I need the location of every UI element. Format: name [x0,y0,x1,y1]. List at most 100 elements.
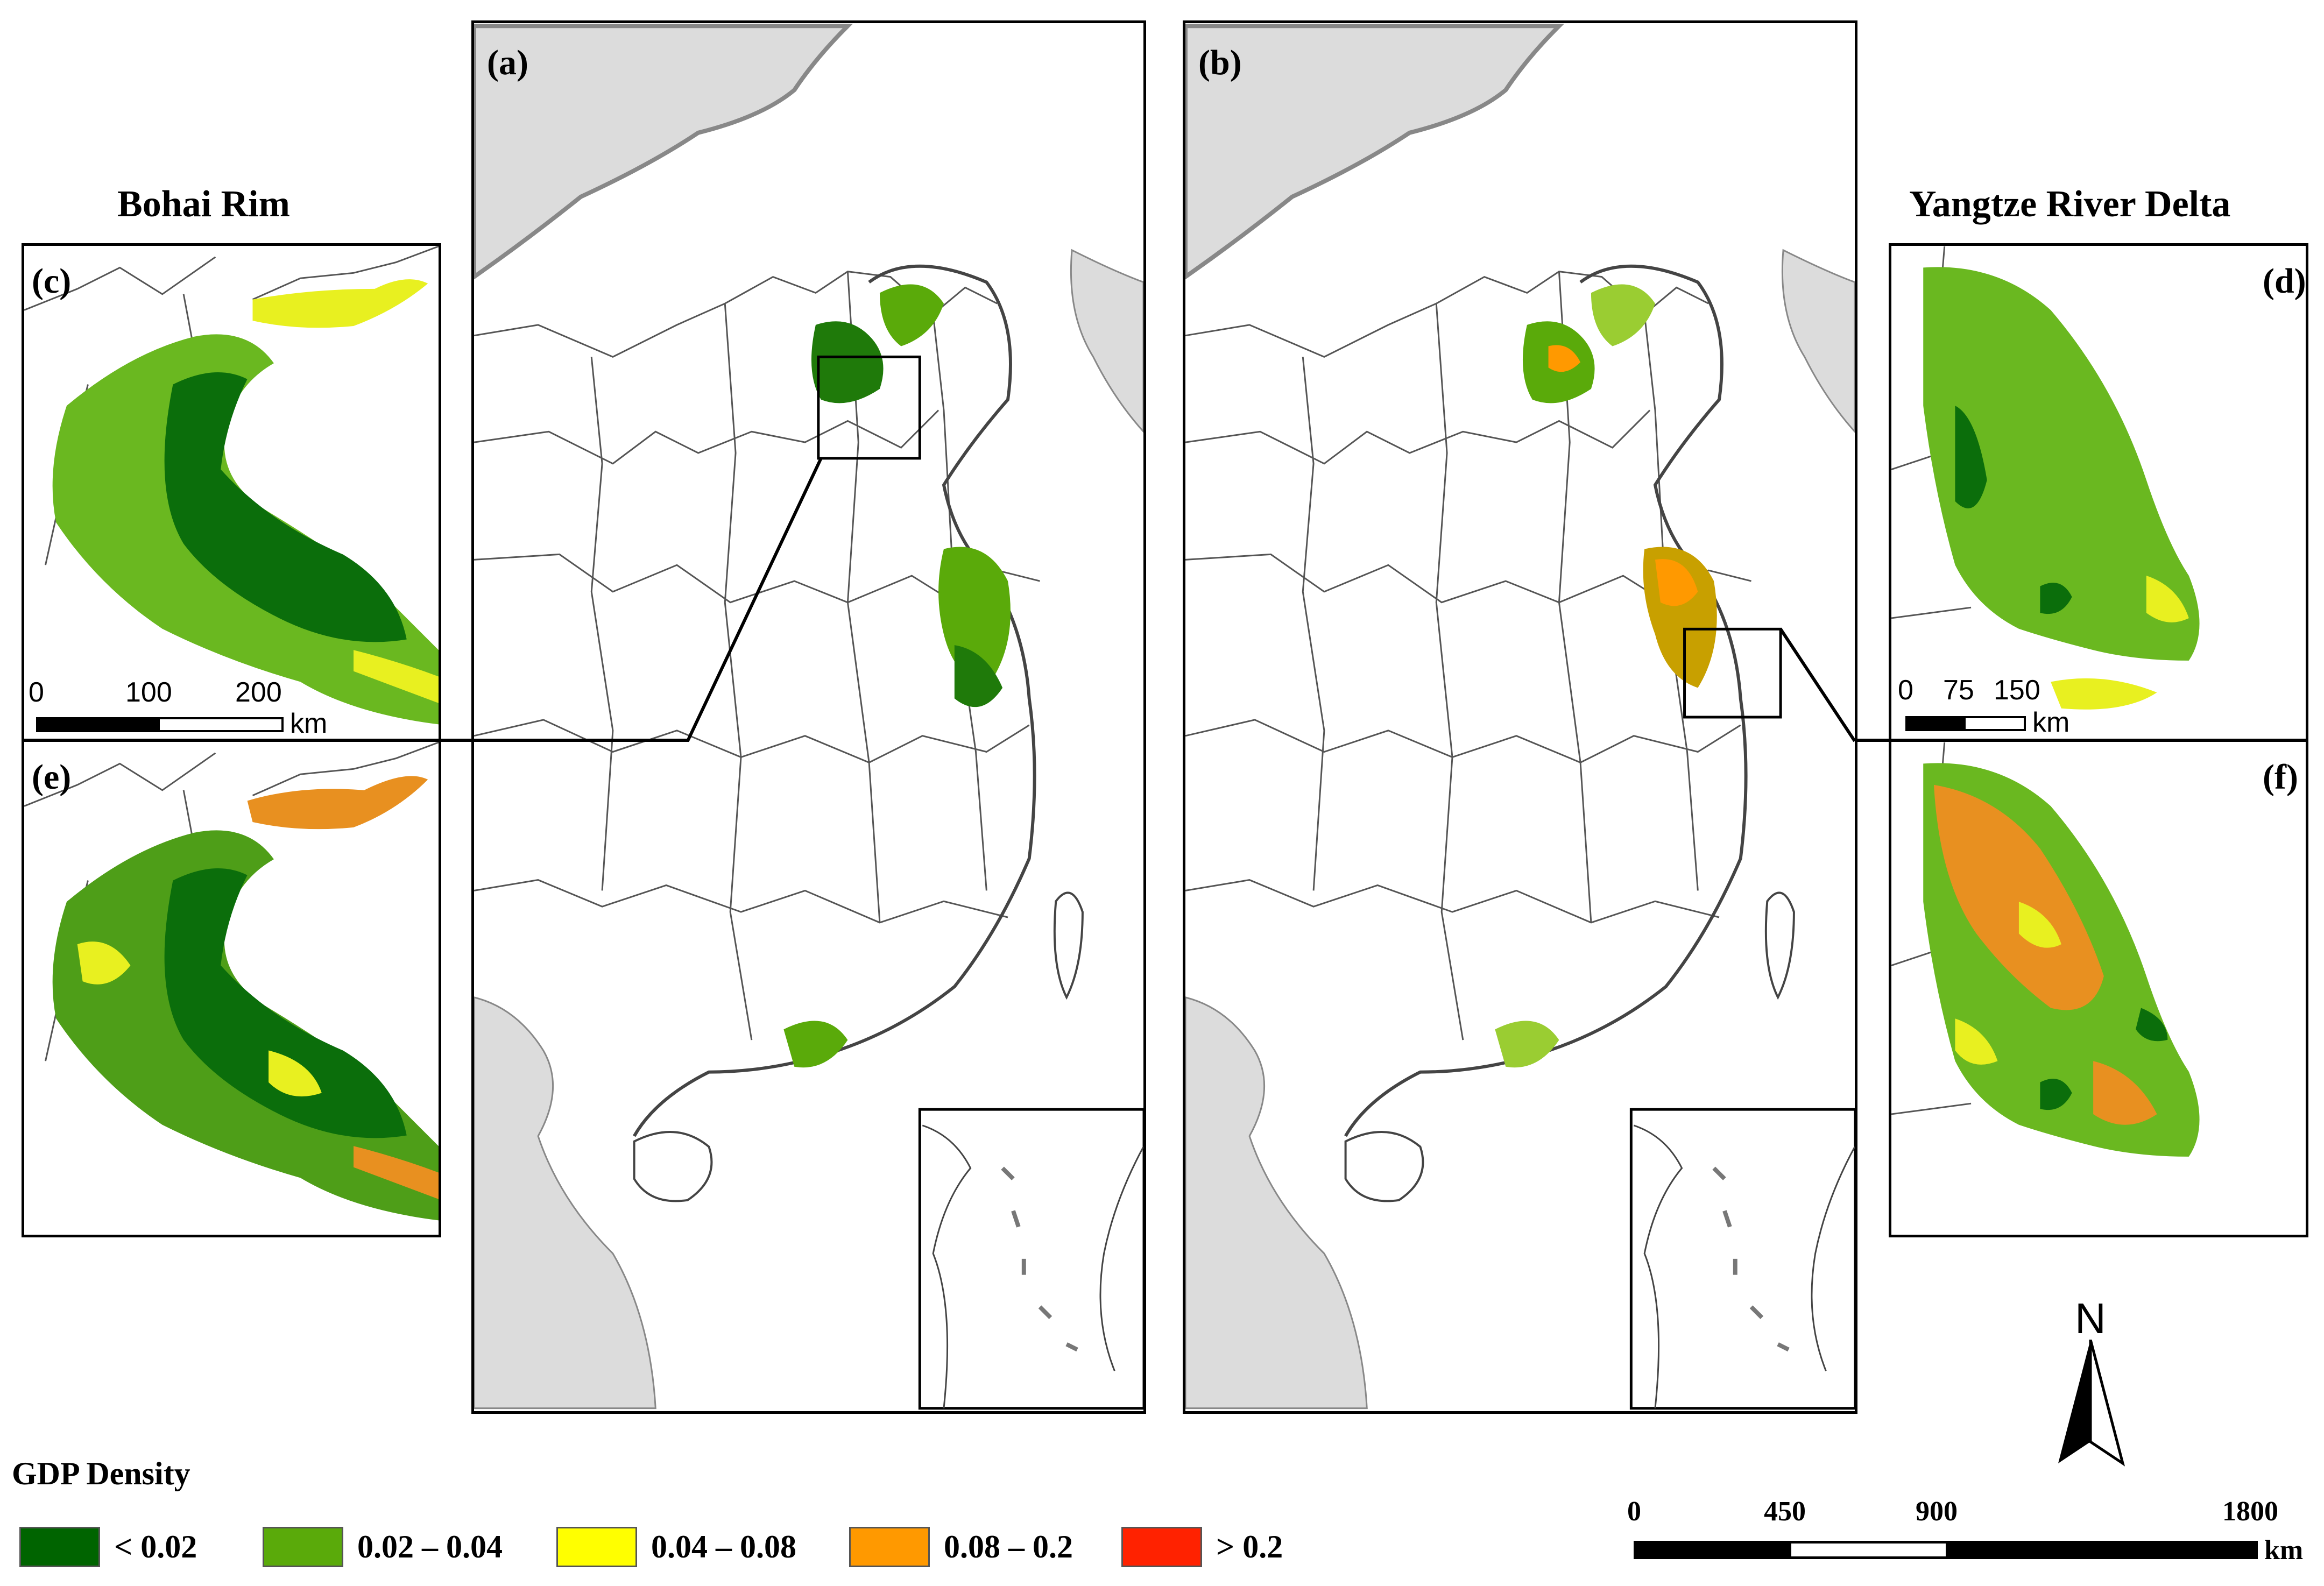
south-china-sea-inset [1629,1108,1855,1410]
gdp-green-dark [164,868,407,1138]
gdp-yellow-bottom [354,650,439,703]
main-map-b: (b) [1183,20,1857,1414]
north-arrow-icon [2058,1340,2125,1467]
gdp-bohai-a [811,321,884,403]
bohai-c-svg [24,246,439,725]
bohai-e-svg [24,742,439,1221]
main-scale-0: 0 [1627,1496,1641,1527]
yangtze-panel-d: (d) 0 75 150 km [1889,243,2308,741]
gdp-liaoning-b [1591,284,1655,346]
gdp-pearl-river-b [1495,1021,1559,1068]
gdp-yellow [2051,575,2189,710]
bohai-rim-title: Bohai Rim [117,183,290,225]
gdp-orange-bottom [354,1146,439,1199]
main-scale-unit: km [2264,1535,2304,1566]
gdp-pearl-river-a [783,1021,848,1068]
bohai-scale-bar-black [38,719,160,730]
gdp-yellow [1955,902,2061,1065]
legend-label: > 0.2 [1216,1528,1283,1564]
gdp-yellow [77,941,322,1097]
zoom-box-bohai [817,355,921,460]
yangtze-scale-75: 75 [1943,675,1974,706]
taiwan-island [1053,891,1084,1000]
legend-swatch-orange [849,1526,930,1567]
gdp-yangtze-b-orange [1655,559,1698,606]
hainan-island [633,1131,713,1202]
main-scale-seg-1 [1636,1543,1791,1556]
gdp-green-dark [1955,406,2072,614]
land-outside-china-southwest [1185,996,1368,1410]
legend-item-0.04-0.08: 0.04 – 0.08 [556,1525,796,1568]
main-scale-seg-2 [1791,1543,1946,1556]
south-china-sea-inset [918,1108,1143,1410]
bohai-scale-bar [36,717,284,732]
nine-dash-line-inset [1001,1166,1078,1352]
gdp-green-dark [2040,1008,2168,1110]
gdp-bohai-b-orange [1548,345,1581,372]
nine-dash-line-inset [1712,1166,1790,1352]
yangtze-panel-f: (f) [1889,739,2308,1237]
main-map-a: (a) [471,20,1146,1414]
gdp-green-light [1923,267,2200,661]
legend-swatch-dark-green [19,1526,100,1567]
land-outside-china-southwest [474,996,656,1410]
yangtze-scale-0: 0 [1898,675,1913,706]
legend-swatch-red [1121,1526,1202,1567]
map-a-svg [474,24,1143,1410]
bohai-scale-100: 100 [125,677,172,708]
main-scale-450: 450 [1764,1496,1806,1527]
gdp-yangtze-a-south [954,645,1003,707]
taiwan-island [1764,891,1795,1000]
bohai-scale-unit: km [290,708,328,739]
land-outside-china-north [474,24,853,280]
north-arrow-label: N [2075,1294,2106,1342]
zoom-box-yangtze [1683,627,1782,719]
main-scale-1800: 1800 [2222,1496,2278,1527]
map-b-svg [1185,24,1855,1410]
bohai-scale-0: 0 [29,677,44,708]
legend-label: 0.02 – 0.04 [357,1528,503,1564]
yangtze-scale-unit: km [2032,707,2070,738]
gdp-orange-top [247,776,428,830]
main-scale-seg-3 [1946,1543,2255,1556]
panel-label-c: (c) [32,261,72,301]
legend-title: GDP Density [12,1456,190,1491]
land-outside-korea [1070,249,1143,433]
yangtze-scale-150: 150 [1994,675,2040,706]
bohai-panel-e: (e) [22,739,441,1237]
bohai-scale-200: 200 [235,677,282,708]
panel-label-a: (a) [487,43,528,82]
inset-coast [922,1124,1143,1408]
panel-label-f: (f) [2263,757,2298,797]
inset-coast [1633,1124,1855,1408]
legend-item-0.08-0.2: 0.08 – 0.2 [849,1525,1073,1568]
main-scale-900: 900 [1916,1496,1958,1527]
gdp-green-dark [164,372,407,642]
yangtze-scale-bar-black [1908,718,1966,729]
panel-label-d: (d) [2263,261,2306,301]
main-scale-bar [1634,1541,2258,1559]
land-outside-china-north [1185,24,1564,280]
legend-item-gt-0.2: > 0.2 [1121,1525,1283,1568]
legend-swatch-yellow [556,1526,637,1567]
legend-swatch-green [263,1526,343,1567]
yangtze-river-delta-title: Yangtze River Delta [1909,183,2231,225]
zoom-line-bohai [686,457,823,742]
legend-item-0.02-0.04: 0.02 – 0.04 [263,1525,503,1568]
legend-label: 0.04 – 0.08 [651,1528,796,1564]
gdp-liaoning-a [879,284,944,346]
yangtze-scale-bar [1905,716,2026,731]
yangtze-f-svg [1891,742,2200,1157]
panel-label-b: (b) [1198,43,1242,82]
legend-label: 0.08 – 0.2 [944,1528,1073,1564]
panel-label-e: (e) [32,757,72,797]
gdp-yellow-top [252,279,428,328]
yangtze-d-svg [1891,246,2200,710]
land-outside-korea [1781,249,1855,433]
legend-label: < 0.02 [114,1528,197,1564]
bohai-panel-c: (c) 0 100 200 km [22,243,441,741]
legend-item-lt-0.02: < 0.02 [19,1525,197,1568]
hainan-island [1344,1131,1424,1202]
zoom-line-yangtze [1779,628,1855,742]
gdp-orange [1933,784,2157,1125]
